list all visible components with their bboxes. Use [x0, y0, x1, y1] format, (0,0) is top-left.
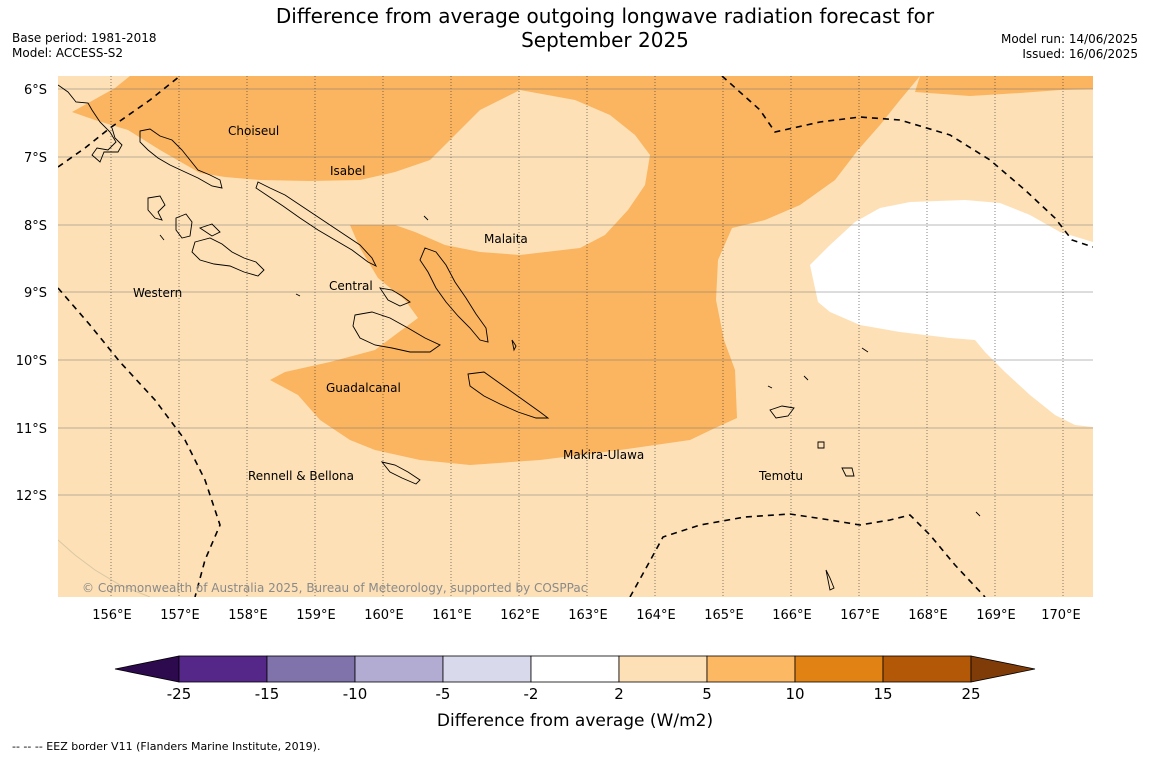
place-labels: Choiseul Isabel Malaita Western Central …	[133, 124, 803, 483]
title-line-2: September 2025	[521, 28, 689, 52]
lat-tick-12s: 12°S	[16, 489, 47, 504]
guadalcanal-island	[352, 311, 441, 353]
place-malaita: Malaita	[484, 232, 528, 246]
colorbar-segment	[706, 655, 796, 683]
colorbar-segment	[530, 655, 620, 683]
model-run: Model run: 14/06/2025	[1000, 32, 1138, 46]
lat-tick-10s: 10°S	[16, 354, 47, 369]
lon-tick-157e: 157°E	[160, 608, 200, 623]
nendo-island	[769, 405, 795, 419]
lon-tick-160e: 160°E	[364, 608, 404, 623]
colorbar-segment	[266, 655, 356, 683]
rennell-island	[380, 461, 421, 485]
longitude-ticks: 156°E 157°E 158°E 159°E 160°E 161°E 162°…	[92, 608, 1081, 623]
copyright-notice: © Commonwealth of Australia 2025, Bureau…	[82, 581, 587, 595]
lat-tick-7s: 7°S	[24, 151, 47, 166]
coastlines	[58, 84, 981, 591]
lat-gridlines	[58, 88, 1093, 496]
colorbar-tick-label: 2	[614, 685, 624, 703]
colorbar-title: Difference from average (W/m2)	[437, 711, 713, 731]
place-rennell-bellona: Rennell & Bellona	[248, 469, 354, 483]
lon-tick-169e: 169°E	[976, 608, 1016, 623]
colorbar-tick-label: 10	[785, 685, 804, 703]
lon-tick-164e: 164°E	[636, 608, 676, 623]
map-title: Difference from average outgoing longwav…	[200, 4, 1010, 52]
lon-tick-159e: 159°E	[296, 608, 336, 623]
colorbar: -25 -15 -10 -5 -2 2 5 10 15 25	[114, 655, 1036, 703]
colorbar-segment	[618, 655, 708, 683]
colorbar-tick-label: 5	[702, 685, 712, 703]
colorbar-tick-label: 15	[873, 685, 892, 703]
band-neutral-region	[810, 200, 1093, 427]
malaita-island	[419, 247, 489, 343]
lon-tick-163e: 163°E	[568, 608, 608, 623]
map-plot-area	[58, 76, 1093, 597]
place-central: Central	[329, 279, 373, 293]
band-5-10-topright	[915, 76, 1093, 96]
lon-tick-161e: 161°E	[432, 608, 472, 623]
colorbar-segment	[354, 655, 444, 683]
lon-tick-156e: 156°E	[92, 608, 132, 623]
eez-west	[58, 287, 221, 597]
lon-tick-166e: 166°E	[772, 608, 812, 623]
lon-tick-158e: 158°E	[228, 608, 268, 623]
lon-tick-167e: 167°E	[840, 608, 880, 623]
latitude-ticks: 6°S 7°S 8°S 9°S 10°S 11°S 12°S	[16, 83, 47, 504]
lat-tick-6s: 6°S	[24, 83, 47, 98]
new-georgia-group	[147, 195, 265, 277]
lower-left-boundary	[58, 539, 151, 597]
meta-left: Base period: 1981-2018 Model: ACCESS-S2	[12, 31, 157, 61]
makira-island	[467, 371, 550, 419]
eez-footnote: -- -- -- EEZ border V11 (Flanders Marine…	[12, 740, 321, 753]
florida-islands	[379, 287, 411, 307]
base-period: Base period: 1981-2018	[12, 31, 157, 45]
lon-tick-170e: 170°E	[1041, 608, 1081, 623]
colorbar-segment	[794, 655, 884, 683]
small-islets	[159, 215, 981, 591]
meta-right: Model run: 14/06/2025 Issued: 16/06/2025	[1001, 32, 1138, 62]
choiseul-island	[139, 128, 223, 189]
lon-tick-168e: 168°E	[908, 608, 948, 623]
colorbar-segment	[178, 655, 268, 683]
model-name: Model: ACCESS-S2	[12, 46, 124, 60]
colorbar-tick-label: -5	[436, 685, 451, 703]
place-choiseul: Choiseul	[228, 124, 279, 138]
band-5-10-region	[72, 76, 920, 465]
colorbar-tick-label: -2	[524, 685, 539, 703]
colorbar-tick-label: -15	[255, 685, 280, 703]
isabel-island	[255, 181, 378, 268]
place-guadalcanal: Guadalcanal	[326, 381, 401, 395]
lat-tick-11s: 11°S	[16, 422, 47, 437]
colorbar-tick-label: -10	[343, 685, 368, 703]
colorbar-extend-low	[114, 655, 180, 683]
colorbar-segment	[882, 655, 972, 683]
place-temotu: Temotu	[758, 469, 803, 483]
lon-tick-165e: 165°E	[704, 608, 744, 623]
place-western: Western	[133, 286, 182, 300]
issued-date: Issued: 16/06/2025	[1022, 47, 1138, 61]
lat-tick-9s: 9°S	[24, 286, 47, 301]
colorbar-segment	[442, 655, 532, 683]
place-makira-ulawa: Makira-Ulawa	[563, 448, 644, 462]
lat-tick-8s: 8°S	[24, 219, 47, 234]
eez-borders	[58, 76, 1093, 597]
colorbar-tick-label: -25	[167, 685, 192, 703]
eez-north-west	[58, 76, 181, 168]
colorbar-tick-label: 25	[961, 685, 980, 703]
eez-south	[629, 513, 986, 597]
lon-tick-162e: 162°E	[500, 608, 540, 623]
bougainville-coast	[58, 84, 123, 163]
place-isabel: Isabel	[330, 164, 365, 178]
title-line-1: Difference from average outgoing longwav…	[275, 4, 935, 28]
colorbar-extend-high	[970, 655, 1036, 683]
